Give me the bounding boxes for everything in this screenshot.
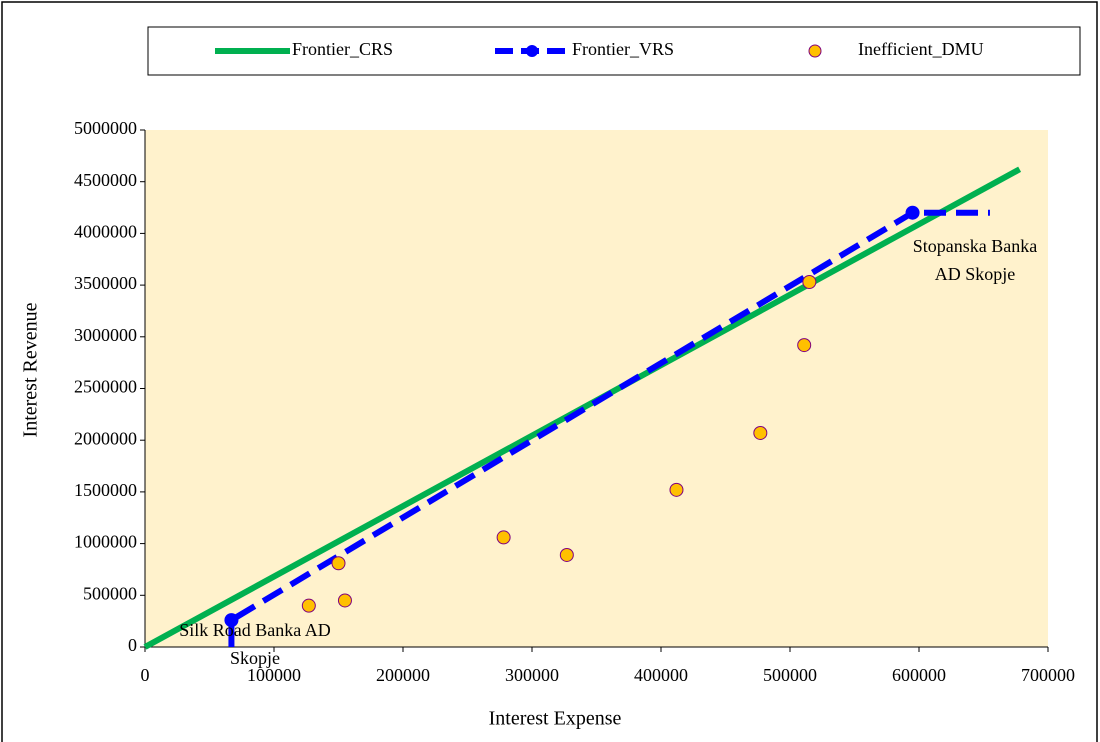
y-tick-label: 3000000	[74, 325, 137, 345]
vertex-marker	[905, 205, 920, 220]
y-tick-label: 1500000	[74, 480, 137, 500]
annotation: Stopanska Banka	[913, 236, 1037, 256]
legend-swatch-marker	[526, 45, 538, 57]
y-tick-label: 3500000	[74, 273, 137, 293]
point	[669, 482, 684, 497]
legend-label: Frontier_VRS	[572, 39, 674, 59]
plot-area	[145, 130, 1048, 647]
annotation: Skopje	[230, 648, 280, 668]
x-tick-label: 100000	[247, 665, 301, 685]
point	[301, 598, 316, 613]
y-tick-label: 4500000	[74, 170, 137, 190]
y-tick-label: 4000000	[74, 222, 137, 242]
y-tick-label: 2000000	[74, 428, 137, 448]
y-tick-label: 2500000	[74, 377, 137, 397]
point	[337, 593, 352, 608]
annotation: Silk Road Banka AD	[179, 620, 331, 640]
x-tick-label: 0	[141, 665, 150, 685]
y-tick-label: 5000000	[74, 118, 137, 138]
vertex-marker	[224, 613, 239, 628]
point	[802, 274, 817, 289]
x-tick-label: 600000	[892, 665, 946, 685]
annotation: AD Skopje	[935, 264, 1016, 284]
x-tick-label: 700000	[1021, 665, 1075, 685]
x-tick-label: 500000	[763, 665, 817, 685]
legend-label: Frontier_CRS	[292, 39, 393, 59]
x-tick-label: 400000	[634, 665, 688, 685]
series-line	[228, 209, 990, 647]
x-tick-label: 200000	[376, 665, 430, 685]
y-tick-label: 0	[128, 635, 137, 655]
point	[797, 338, 812, 353]
point	[753, 425, 768, 440]
y-tick-label: 500000	[83, 583, 137, 603]
y-axis-label: Interest Revenue	[20, 302, 42, 437]
legend-swatch	[808, 44, 822, 58]
legend-label: Inefficient_DMU	[858, 39, 984, 59]
point	[331, 556, 346, 571]
point	[559, 547, 574, 562]
legend-box	[147, 26, 1081, 76]
point	[496, 530, 511, 545]
x-axis-label: Interest Expense	[489, 708, 622, 730]
x-tick-label: 300000	[505, 665, 559, 685]
y-tick-label: 1000000	[74, 532, 137, 552]
